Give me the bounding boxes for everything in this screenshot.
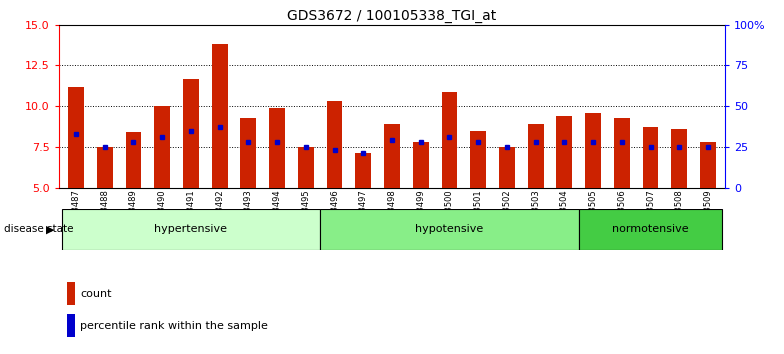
Bar bbox=[499, 147, 515, 188]
Bar bbox=[413, 142, 429, 188]
Bar bbox=[67, 314, 75, 337]
Text: ▶: ▶ bbox=[46, 224, 55, 234]
FancyBboxPatch shape bbox=[320, 209, 579, 250]
Bar bbox=[557, 116, 572, 188]
Bar bbox=[154, 106, 170, 188]
FancyBboxPatch shape bbox=[62, 209, 320, 250]
Bar bbox=[183, 79, 199, 188]
Bar bbox=[97, 147, 113, 188]
Bar bbox=[585, 113, 601, 188]
Bar bbox=[298, 147, 314, 188]
Bar bbox=[441, 92, 457, 188]
Text: hypotensive: hypotensive bbox=[416, 224, 484, 234]
Bar bbox=[68, 87, 84, 188]
Bar bbox=[470, 131, 486, 188]
Bar bbox=[355, 153, 371, 188]
Text: GDS3672 / 100105338_TGI_at: GDS3672 / 100105338_TGI_at bbox=[288, 9, 496, 23]
Bar bbox=[384, 124, 400, 188]
Bar bbox=[212, 44, 227, 188]
Text: count: count bbox=[80, 289, 111, 299]
Bar bbox=[700, 142, 716, 188]
Bar bbox=[67, 282, 75, 305]
Bar bbox=[269, 108, 285, 188]
Text: normotensive: normotensive bbox=[612, 224, 689, 234]
Text: percentile rank within the sample: percentile rank within the sample bbox=[80, 321, 268, 331]
Bar bbox=[671, 129, 687, 188]
Bar bbox=[643, 127, 659, 188]
Bar bbox=[327, 101, 343, 188]
Text: hypertensive: hypertensive bbox=[154, 224, 227, 234]
Bar bbox=[528, 124, 543, 188]
Bar bbox=[241, 118, 256, 188]
Bar bbox=[125, 132, 141, 188]
Bar bbox=[614, 118, 630, 188]
Text: disease state: disease state bbox=[4, 224, 74, 234]
FancyBboxPatch shape bbox=[579, 209, 722, 250]
